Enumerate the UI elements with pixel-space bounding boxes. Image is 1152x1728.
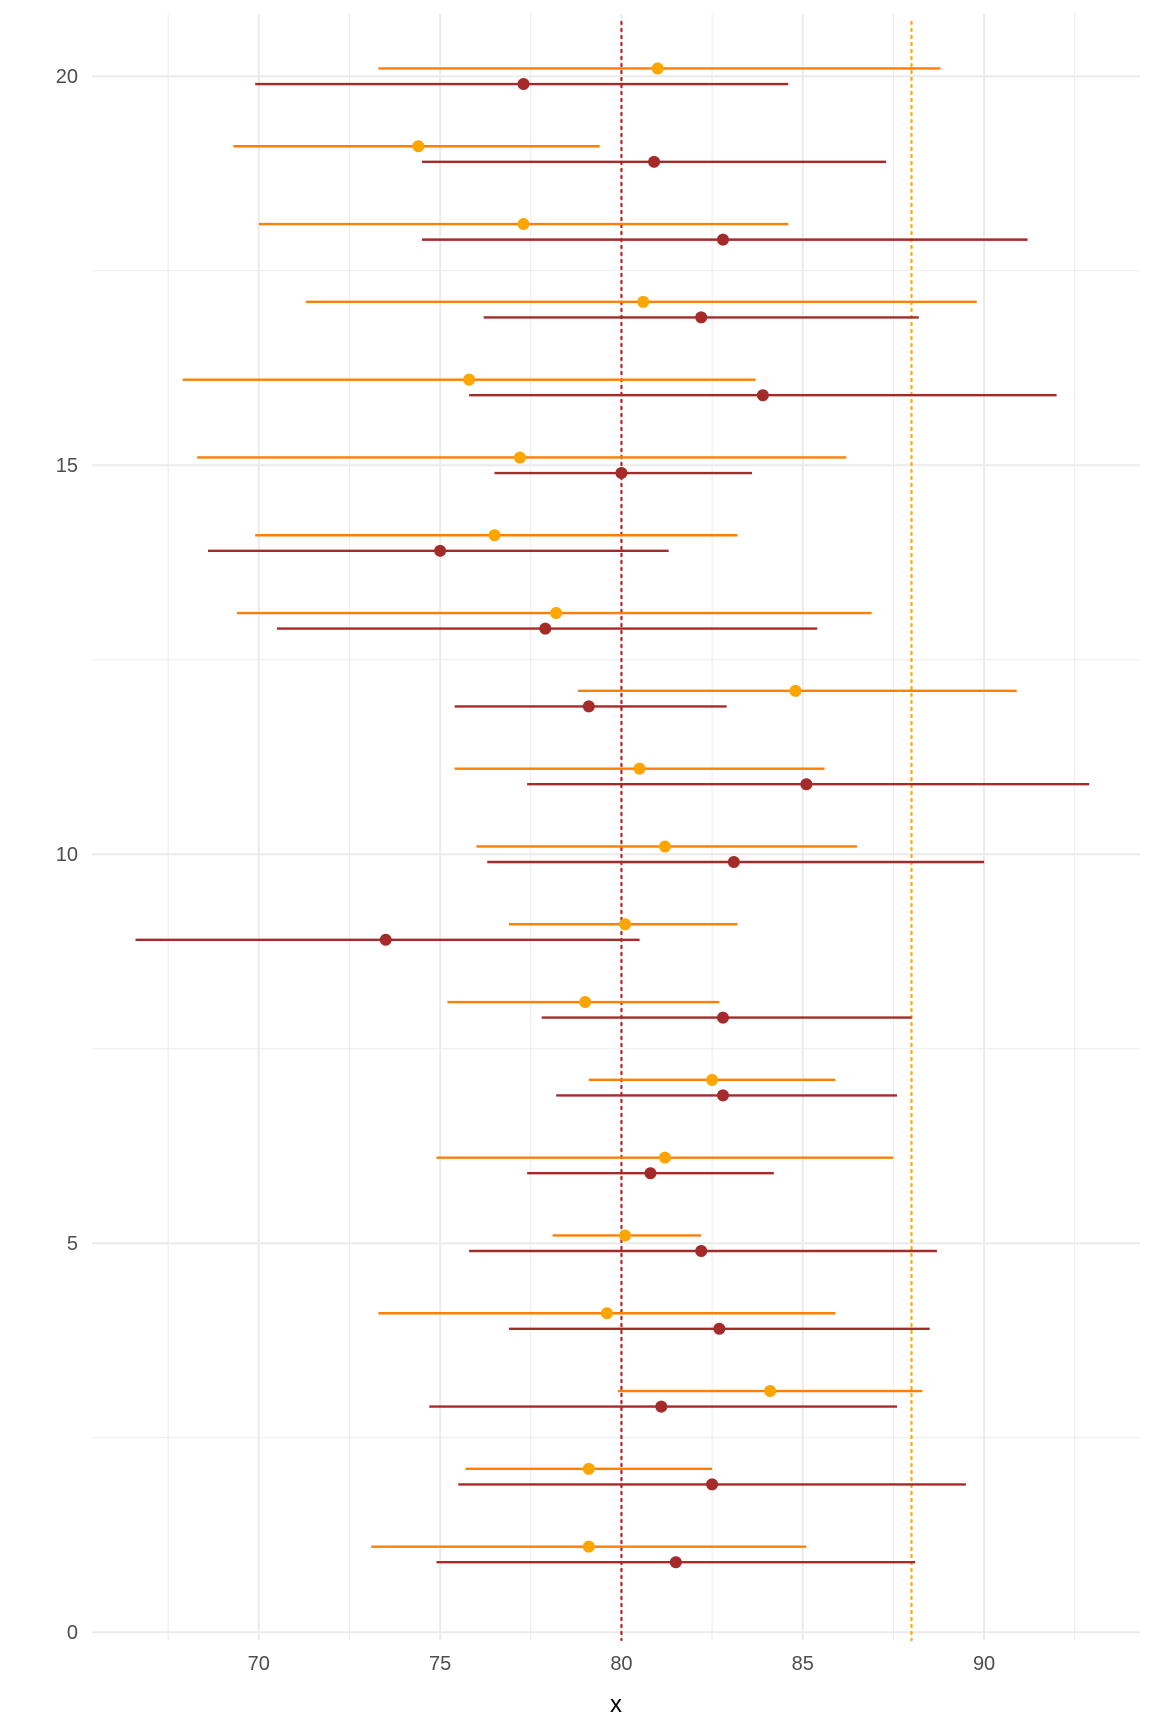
point-marker bbox=[539, 622, 552, 635]
point-marker bbox=[517, 78, 530, 91]
reference-lines bbox=[620, 20, 913, 1642]
point-marker bbox=[517, 218, 530, 231]
y-tick-label: 5 bbox=[67, 1233, 78, 1255]
point-marker bbox=[412, 140, 425, 153]
point-marker bbox=[463, 373, 476, 386]
point-marker bbox=[658, 840, 671, 853]
point-marker bbox=[579, 996, 592, 1009]
y-tick-label: 0 bbox=[67, 1622, 78, 1644]
point-marker bbox=[637, 295, 650, 308]
point-marker bbox=[716, 1011, 729, 1024]
point-marker bbox=[513, 451, 526, 464]
point-marker bbox=[764, 1385, 777, 1398]
point-marker bbox=[789, 684, 802, 697]
point-marker bbox=[756, 389, 769, 402]
point-marker bbox=[582, 700, 595, 713]
point-marker bbox=[800, 778, 813, 791]
y-tick-label: 10 bbox=[56, 844, 78, 866]
point-marker bbox=[600, 1307, 613, 1320]
point-marker bbox=[619, 918, 632, 931]
point-marker bbox=[582, 1462, 595, 1475]
point-marker bbox=[706, 1073, 719, 1086]
x-axis-title: x bbox=[610, 1691, 622, 1718]
grid bbox=[92, 14, 1140, 1640]
point-marker bbox=[658, 1151, 671, 1164]
point-marker bbox=[716, 233, 729, 246]
point-marker bbox=[619, 1229, 632, 1242]
point-marker bbox=[633, 762, 646, 775]
axis-labels: 70 75 80 85 90 0 5 10 15 20 bbox=[56, 66, 995, 1675]
point-marker bbox=[644, 1167, 657, 1180]
x-tick-label: 85 bbox=[792, 1653, 814, 1675]
point-marker bbox=[550, 607, 563, 620]
point-marker bbox=[727, 856, 740, 869]
point-marker bbox=[669, 1556, 682, 1569]
y-tick-label: 15 bbox=[56, 455, 78, 477]
point-marker bbox=[706, 1478, 719, 1491]
series-marks bbox=[135, 62, 1090, 1569]
x-tick-label: 70 bbox=[248, 1653, 270, 1675]
point-marker bbox=[615, 467, 628, 480]
point-marker bbox=[651, 62, 664, 75]
point-marker bbox=[488, 529, 501, 542]
point-marker bbox=[716, 1089, 729, 1102]
x-tick-label: 90 bbox=[973, 1653, 995, 1675]
point-marker bbox=[695, 311, 708, 324]
series-group bbox=[182, 62, 1017, 1553]
point-marker bbox=[695, 1245, 708, 1258]
x-tick-label: 75 bbox=[429, 1653, 451, 1675]
point-marker bbox=[648, 155, 661, 168]
point-marker bbox=[582, 1540, 595, 1553]
point-marker bbox=[379, 933, 392, 946]
series-group bbox=[135, 78, 1090, 1569]
y-tick-label: 20 bbox=[56, 66, 78, 88]
point-marker bbox=[713, 1322, 726, 1335]
point-marker bbox=[434, 544, 447, 557]
x-tick-label: 80 bbox=[610, 1653, 632, 1675]
point-marker bbox=[655, 1400, 668, 1413]
